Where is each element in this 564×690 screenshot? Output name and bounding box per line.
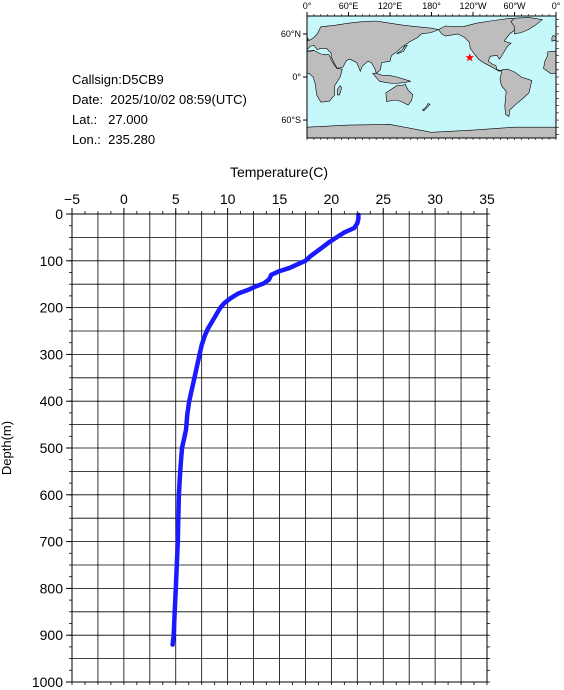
station-star-icon	[465, 53, 475, 62]
map-lat-label: 60°S	[281, 115, 301, 125]
map-lon-label: 0°	[303, 1, 312, 11]
axis-ticks: −5 0 5 10 15 20 25 30 35010020030040050060070080…	[32, 191, 495, 690]
land-indonesia	[372, 73, 411, 84]
land-uk	[551, 35, 556, 42]
land-australia	[385, 83, 414, 106]
y-tick-label: 400	[40, 393, 64, 409]
y-tick-label: 500	[40, 440, 64, 456]
date-text: Date: 2025/10/02 08:59(UTC)	[72, 92, 247, 107]
land-africa-west	[307, 50, 314, 52]
y-tick-label: 700	[40, 534, 64, 550]
map-lat-label: 60°N	[281, 29, 301, 39]
map-lon-label: 120°E	[378, 1, 403, 11]
series-group	[170, 212, 361, 647]
x-tick-label: 20	[324, 191, 340, 207]
callsign-text: Callsign:D5CB9	[72, 72, 164, 87]
y-tick-label: 1000	[32, 674, 63, 690]
land-europe-asia	[307, 20, 440, 74]
map-lon-label: 60°W	[503, 1, 526, 11]
y-tick-label: 900	[40, 627, 64, 643]
x-tick-label: 35	[479, 191, 495, 207]
x-tick-label: 25	[375, 191, 391, 207]
y-tick-label: 100	[40, 253, 64, 269]
map-lon-label: 0°	[552, 1, 561, 11]
land-africa	[307, 50, 343, 103]
y-tick-label: 300	[40, 346, 64, 362]
land-greenland	[510, 17, 543, 35]
map-lon-label: 60°E	[339, 1, 359, 11]
temperature-profile-line	[170, 212, 361, 647]
y-tick-label: 800	[40, 580, 64, 596]
x-axis-label: Temperature(C)	[230, 164, 328, 180]
land-japan	[396, 44, 409, 55]
map-lon-label: 180°	[422, 1, 441, 11]
land-antarctica	[307, 124, 556, 138]
longitude-text: Lon.: 235.280	[72, 132, 156, 147]
y-axis-label: Depth(m)	[0, 421, 14, 475]
land-madagascar	[337, 85, 342, 96]
y-tick-label: 600	[40, 487, 64, 503]
grid	[71, 213, 488, 683]
x-tick-label: 5	[172, 191, 180, 207]
latitude-text: Lat.: 27.000	[72, 112, 148, 127]
x-tick-label: 30	[427, 191, 443, 207]
y-tick-label: 200	[40, 300, 64, 316]
plot-frame	[71, 213, 488, 683]
x-tick-label: 15	[272, 191, 288, 207]
world-map: 0° 60°E 120°E 180° 120°W 60°W 0° 60°N 0° 60°S	[281, 1, 561, 140]
y-tick-label: 0	[55, 206, 63, 222]
x-tick-label: 10	[220, 191, 236, 207]
land-africa	[543, 50, 556, 74]
map-lat-label: 0°	[292, 72, 301, 82]
x-tick-label: 0	[120, 191, 128, 207]
profile-info: Callsign:D5CB9 Date: 2025/10/02 08:59(UT…	[72, 70, 247, 150]
map-lon-label: 120°W	[459, 1, 487, 11]
land-south-america	[499, 68, 533, 118]
land-new-zealand	[421, 103, 431, 112]
x-tick-label: −5	[64, 191, 80, 207]
